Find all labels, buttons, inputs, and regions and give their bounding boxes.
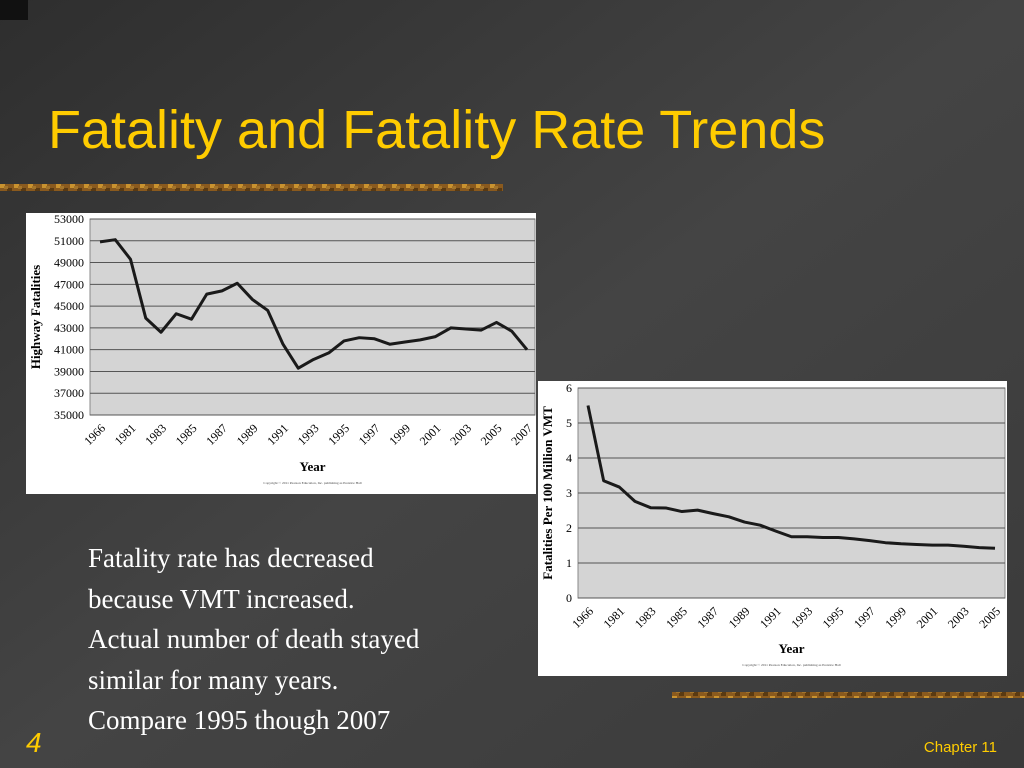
y-tick-label: 3: [566, 486, 572, 500]
y-tick-label: 39000: [54, 364, 84, 378]
y-tick-label: 5: [566, 416, 572, 430]
plot-area: [89, 218, 536, 416]
divider: [0, 184, 503, 191]
body-line: because VMT increased.: [88, 584, 355, 614]
copyright: Copyright © 2011 Pearson Education, Inc.…: [263, 480, 361, 486]
y-axis-label: Fatalities Per 100 Million VMT: [540, 406, 555, 580]
y-tick-label: 41000: [54, 343, 84, 357]
y-tick-label: 37000: [54, 386, 84, 400]
data-line: [586, 405, 996, 550]
corner-mark: [0, 0, 28, 20]
body-line: Actual number of death stayed: [88, 624, 420, 654]
y-tick-label: 47000: [54, 277, 84, 291]
y-tick-label: 4: [566, 451, 572, 465]
divider: [672, 692, 1024, 698]
y-tick-label: 6: [566, 381, 572, 395]
copyright: Copyright © 2011 Pearson Education, Inc.…: [742, 662, 840, 668]
footer: Chapter 11: [924, 739, 997, 756]
y-tick-label: 45000: [54, 299, 84, 313]
slide-number: 4: [26, 727, 42, 758]
y-tick-label: 0: [566, 591, 572, 605]
y-tick-label: 49000: [54, 256, 84, 270]
body-text: Fatality rate has decreased because VMT …: [88, 543, 420, 735]
x-axis-label: Year: [779, 641, 805, 656]
x-axis-label: Year: [300, 459, 326, 474]
y-tick-label: 35000: [54, 408, 84, 422]
slide-title: Fatality and Fatality Rate Trends: [48, 100, 825, 160]
body-line: Fatality rate has decreased: [88, 543, 374, 573]
data-line: [99, 238, 529, 370]
body-line: similar for many years.: [88, 665, 338, 695]
y-tick-label: 51000: [54, 234, 84, 248]
chart: 35000 37000 39000 41000 43000 45000 47000 49000…: [26, 212, 536, 494]
y-tick-label: 2: [566, 521, 572, 535]
y-axis-label: Highway Fatalities: [28, 265, 43, 369]
y-tick-label: 43000: [54, 321, 84, 335]
y-tick-label: 53000: [54, 212, 84, 226]
body-line: Compare 1995 though 2007: [88, 705, 390, 735]
y-tick-label: 1: [566, 556, 572, 570]
